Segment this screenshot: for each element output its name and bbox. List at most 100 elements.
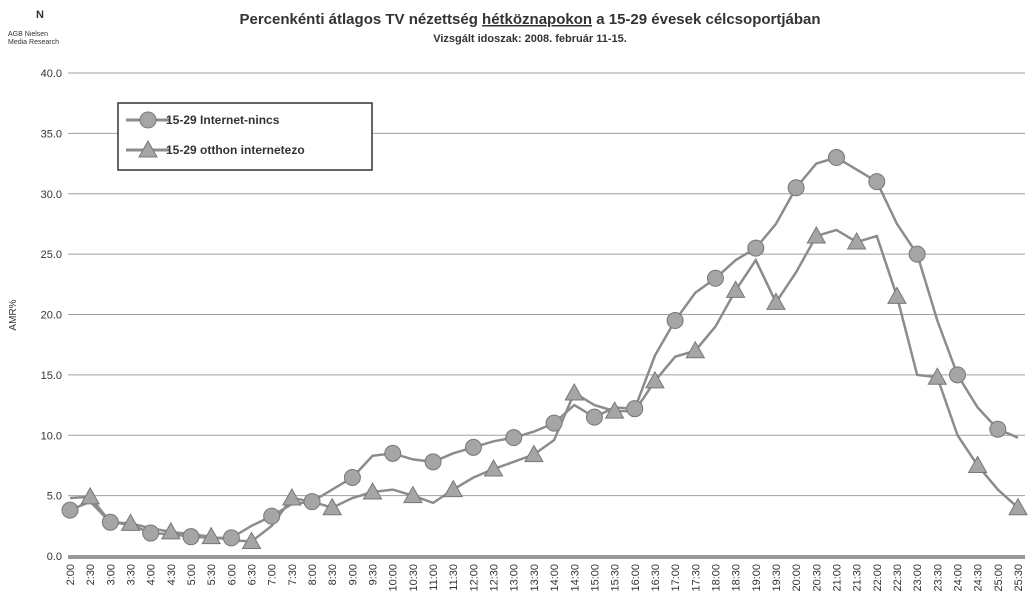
x-tick-label: 7:30	[287, 564, 299, 585]
point-marker	[706, 269, 724, 287]
y-tick-label: 20.0	[41, 310, 62, 322]
point-marker	[927, 367, 948, 385]
point-marker	[443, 479, 464, 498]
point-marker	[201, 526, 222, 545]
y-tick-label: 5.0	[47, 491, 62, 503]
x-tick-label: 18:30	[731, 564, 743, 592]
legend-box	[117, 102, 373, 171]
point-marker	[322, 497, 343, 516]
point-marker	[524, 444, 544, 463]
point-marker	[142, 524, 160, 542]
title-part: hétköznapokon	[482, 11, 592, 28]
point-marker	[403, 485, 423, 504]
x-tick-label: 20:00	[791, 564, 803, 592]
point-marker	[604, 401, 625, 419]
point-marker	[384, 444, 402, 462]
point-marker	[483, 459, 504, 477]
x-tick-label: 9:00	[347, 564, 359, 585]
point-marker	[160, 521, 181, 540]
point-marker	[241, 531, 262, 550]
point-marker	[263, 507, 281, 525]
x-tick-label: 24:00	[952, 564, 964, 592]
point-marker	[685, 340, 706, 359]
legend-marker	[138, 139, 158, 158]
x-tick-label: 18:00	[710, 564, 722, 592]
point-marker	[282, 488, 302, 506]
y-tick-label: 25.0	[41, 249, 62, 261]
y-tick-label: 10.0	[41, 430, 62, 442]
point-marker	[666, 312, 684, 330]
legend-marker	[139, 111, 157, 129]
point-marker	[766, 292, 786, 310]
x-tick-label: 17:30	[690, 564, 702, 592]
y-tick-label: 40.0	[41, 68, 62, 80]
point-marker	[948, 366, 966, 384]
title-part: a 15-29 évesek célcsoportjában	[592, 11, 820, 28]
x-tick-label: 17:00	[670, 564, 682, 592]
point-marker	[564, 382, 585, 401]
x-tick-label: 24:30	[973, 564, 985, 592]
x-tick-label: 5:00	[186, 564, 198, 585]
point-marker	[1008, 497, 1028, 516]
point-marker	[424, 453, 442, 471]
x-tick-label: 3:00	[105, 564, 117, 585]
point-marker	[908, 245, 926, 263]
logo-mark: N	[36, 9, 44, 21]
x-tick-label: 23:30	[932, 564, 944, 592]
x-tick-label: 8:00	[307, 564, 319, 585]
x-tick-label: 14:30	[569, 564, 581, 592]
x-tick-label: 6:30	[247, 564, 259, 585]
y-tick-label: 35.0	[41, 128, 62, 140]
x-tick-label: 19:30	[771, 564, 783, 592]
x-tick-label: 9:30	[368, 564, 380, 585]
chart-subtitle: Vizsgált idoszak: 2008. február 11-15.	[433, 33, 627, 45]
point-marker	[626, 400, 644, 418]
point-marker	[505, 429, 523, 447]
point-marker	[120, 513, 141, 531]
x-tick-label: 4:30	[166, 564, 178, 585]
logo-text: Media Research	[8, 39, 59, 46]
point-marker	[787, 179, 805, 197]
x-tick-label: 2:00	[65, 564, 77, 585]
y-tick-label: 30.0	[41, 189, 62, 201]
point-marker	[747, 239, 765, 257]
point-marker	[182, 528, 200, 546]
point-marker	[101, 513, 119, 531]
point-marker	[464, 438, 482, 456]
x-tick-label: 16:00	[630, 564, 642, 592]
x-tick-label: 13:30	[529, 564, 541, 592]
point-marker	[362, 481, 383, 500]
x-tick-label: 21:30	[852, 564, 864, 592]
point-marker	[545, 414, 563, 432]
x-tick-label: 13:00	[509, 564, 521, 592]
point-marker	[585, 408, 603, 426]
series-line	[69, 228, 1019, 543]
x-tick-label: 15:30	[610, 564, 622, 592]
x-tick-label: 20:30	[811, 564, 823, 592]
point-marker	[725, 280, 746, 298]
x-tick-label: 19:00	[751, 564, 763, 592]
x-tick-label: 7:00	[267, 564, 279, 585]
logo-text: AGB Nielsen	[8, 31, 48, 38]
x-tick-label: 16:30	[650, 564, 662, 592]
point-marker	[887, 286, 907, 304]
x-tick-label: 21:00	[831, 564, 843, 592]
point-marker	[80, 486, 101, 505]
point-marker	[989, 420, 1007, 438]
point-marker	[222, 529, 240, 547]
title-part: Percenkénti átlagos TV nézettség	[239, 11, 482, 28]
x-tick-label: 2:30	[85, 564, 97, 585]
x-tick-label: 23:00	[912, 564, 924, 592]
point-marker	[303, 493, 321, 511]
x-tick-label: 12:00	[468, 564, 480, 592]
point-marker	[827, 149, 845, 167]
y-axis-label: AMR%	[8, 299, 19, 330]
point-marker	[868, 173, 886, 191]
x-tick-label: 11:00	[428, 564, 440, 591]
x-tick-label: 3:30	[126, 564, 138, 585]
x-tick-label: 12:30	[489, 564, 501, 592]
x-tick-label: 22:00	[872, 564, 884, 592]
point-marker	[61, 501, 79, 519]
y-tick-label: 15.0	[41, 370, 62, 382]
